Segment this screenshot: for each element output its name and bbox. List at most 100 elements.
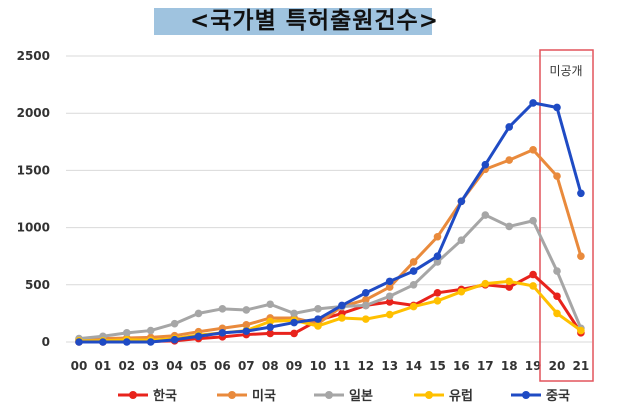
data-point bbox=[362, 295, 370, 304]
data-point bbox=[146, 326, 155, 335]
legend: 한국 미국 일본 유럽 중국 bbox=[118, 388, 570, 404]
y-tick-label: 2500 bbox=[17, 49, 50, 63]
legend-swatch-marker bbox=[129, 391, 137, 399]
data-point bbox=[385, 277, 394, 286]
x-tick-label: 15 bbox=[429, 359, 446, 373]
unpublished-highlight-box bbox=[539, 49, 594, 382]
title-highlight bbox=[154, 8, 432, 35]
data-point bbox=[481, 211, 490, 219]
x-tick-label: 14 bbox=[405, 359, 422, 373]
data-point bbox=[529, 99, 537, 107]
data-point bbox=[242, 306, 251, 314]
data-point bbox=[290, 318, 298, 327]
x-tick-label: 06 bbox=[214, 359, 231, 373]
legend-swatch-marker bbox=[425, 391, 433, 399]
data-point bbox=[457, 287, 466, 296]
data-point bbox=[170, 319, 179, 328]
data-point bbox=[75, 338, 83, 346]
x-tick-label: 11 bbox=[334, 359, 351, 373]
x-axis-ticks: 00 01 02 03 04 05 06 07 08 09 10 11 12 13 14 15 16 17 18 19… bbox=[71, 359, 590, 373]
y-tick-label: 2000 bbox=[17, 106, 50, 120]
legend-swatch-marker bbox=[325, 391, 333, 399]
data-point bbox=[433, 289, 442, 297]
x-tick-label: 10 bbox=[310, 359, 327, 373]
data-point bbox=[409, 302, 418, 311]
legend-label: 일본 bbox=[349, 389, 373, 404]
data-point bbox=[553, 292, 561, 301]
data-point bbox=[338, 301, 346, 310]
x-tick-label: 17 bbox=[477, 359, 494, 373]
series-line-2 bbox=[78, 213, 583, 341]
data-point bbox=[314, 305, 322, 313]
data-point bbox=[385, 310, 394, 319]
data-point bbox=[529, 282, 537, 290]
legend-swatch-marker bbox=[228, 391, 236, 399]
x-tick-label: 18 bbox=[501, 359, 518, 373]
data-point bbox=[123, 329, 131, 337]
x-tick-label: 21 bbox=[573, 359, 590, 373]
data-point bbox=[218, 329, 227, 337]
data-point bbox=[170, 335, 179, 344]
title-area: <국가별 특허출원건수> bbox=[0, 6, 629, 36]
x-tick-label: 08 bbox=[262, 359, 279, 373]
data-point bbox=[433, 252, 442, 260]
data-point bbox=[242, 321, 251, 329]
data-point bbox=[409, 258, 418, 266]
data-point bbox=[505, 283, 513, 291]
series-line-4 bbox=[79, 101, 583, 344]
data-point bbox=[338, 314, 346, 322]
legend-label: 유럽 bbox=[449, 389, 473, 404]
y-tick-label: 0 bbox=[42, 335, 50, 349]
data-point bbox=[362, 315, 370, 323]
y-axis-ticks: 0 500 1000 1500 2000 2500 bbox=[17, 49, 50, 349]
data-point bbox=[433, 258, 442, 266]
data-point bbox=[577, 189, 585, 198]
data-point bbox=[123, 338, 131, 346]
legend-label: 중국 bbox=[546, 389, 570, 404]
data-point bbox=[529, 270, 537, 279]
data-point bbox=[505, 222, 513, 231]
data-point bbox=[577, 252, 585, 260]
data-point bbox=[529, 146, 537, 154]
data-point bbox=[314, 322, 322, 330]
data-point bbox=[290, 329, 298, 338]
x-tick-label: 07 bbox=[238, 359, 255, 373]
data-point bbox=[505, 123, 513, 131]
data-point bbox=[553, 267, 561, 275]
data-point bbox=[362, 301, 370, 310]
data-point bbox=[457, 236, 466, 244]
data-point bbox=[314, 315, 322, 323]
data-point bbox=[194, 332, 203, 341]
legend-label: 한국 bbox=[153, 388, 177, 404]
data-point bbox=[290, 309, 298, 318]
data-point bbox=[529, 216, 537, 225]
legend-label: 미국 bbox=[252, 388, 276, 404]
data-point bbox=[553, 103, 561, 112]
series-lines bbox=[75, 99, 585, 346]
data-point bbox=[266, 317, 275, 326]
data-point bbox=[481, 279, 490, 288]
x-tick-label: 00 bbox=[71, 359, 88, 373]
data-point bbox=[457, 197, 466, 206]
gridlines bbox=[66, 55, 592, 343]
data-point bbox=[194, 309, 203, 318]
x-tick-label: 03 bbox=[142, 359, 159, 373]
x-tick-label: 05 bbox=[190, 359, 207, 373]
data-point bbox=[266, 300, 275, 309]
data-point bbox=[385, 283, 394, 291]
chart-title: <국가별 특허출원건수> bbox=[190, 8, 439, 34]
series-line-1 bbox=[78, 148, 583, 342]
data-point bbox=[362, 289, 370, 297]
legend-swatch-marker bbox=[522, 391, 530, 399]
data-point bbox=[385, 298, 394, 306]
unpublished-annotation: 미공개 bbox=[549, 64, 582, 78]
data-point bbox=[409, 281, 418, 289]
data-point bbox=[553, 309, 561, 318]
data-point bbox=[218, 305, 227, 313]
x-tick-label: 02 bbox=[118, 359, 135, 373]
data-point bbox=[577, 326, 585, 335]
x-tick-label: 09 bbox=[286, 359, 303, 373]
x-tick-label: 16 bbox=[453, 359, 470, 373]
data-point bbox=[553, 172, 561, 180]
x-tick-label: 19 bbox=[525, 359, 542, 373]
